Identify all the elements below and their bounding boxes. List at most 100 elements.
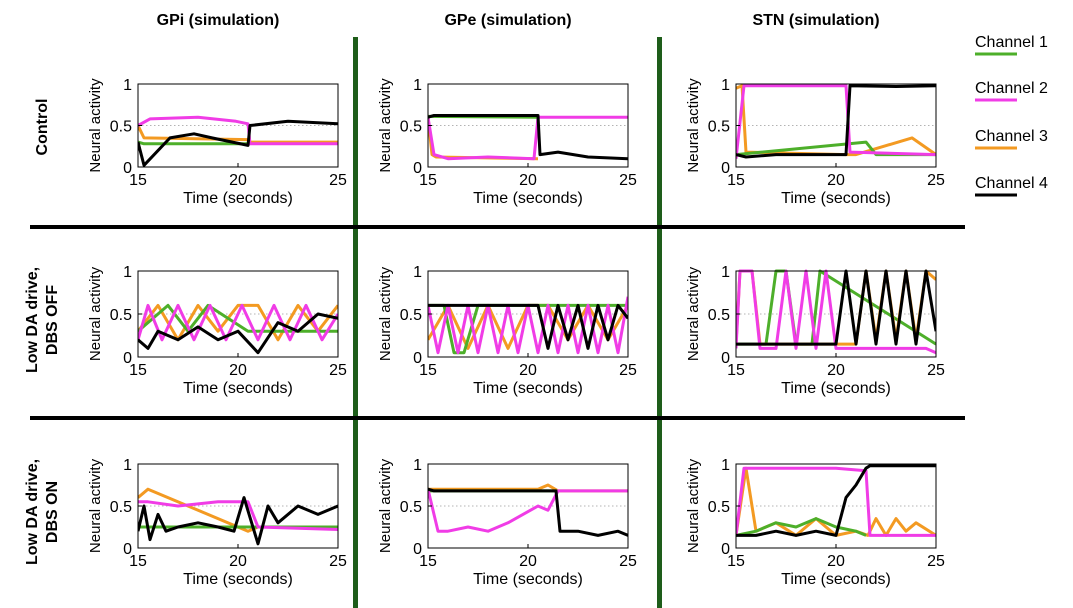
series-line (138, 496, 338, 546)
chart-panel: 0 0.5 1 15 20 25 Time (seconds) Neural activity (87, 457, 347, 588)
panel-separators (30, 37, 965, 608)
y-tick-label: 1 (721, 264, 730, 281)
legend-label: Channel 2 (975, 80, 1048, 97)
series-group (138, 303, 338, 355)
x-axis-label: Time (seconds) (473, 190, 583, 207)
x-axis-label: Time (seconds) (781, 190, 891, 207)
x-tick-label: 15 (129, 362, 147, 379)
y-tick-label: 0.5 (708, 119, 730, 136)
x-tick-label: 20 (519, 362, 537, 379)
y-tick-label: 0.5 (708, 499, 730, 516)
row-label: Low DA drive, DBS ON (24, 459, 61, 565)
x-tick-label: 20 (827, 553, 845, 570)
y-tick-label: 0 (123, 350, 132, 367)
y-tick-label: 0 (413, 160, 422, 177)
series-group (428, 296, 628, 355)
y-axis-label: Neural activity (685, 78, 702, 173)
x-axis-label: Time (seconds) (473, 571, 583, 588)
legend-entry: Channel 1 (975, 34, 1048, 56)
x-axis-label: Time (seconds) (781, 380, 891, 397)
x-tick-label: 20 (229, 172, 247, 189)
legend: Channel 1 Channel 2 Channel 3 Channel 4 (975, 34, 1048, 197)
series-group (428, 114, 628, 161)
series-line (428, 115, 628, 161)
series-line (736, 269, 936, 346)
series-line (736, 269, 936, 355)
series-line (138, 115, 338, 146)
x-tick-label: 20 (229, 553, 247, 570)
x-tick-label: 25 (619, 553, 637, 570)
y-tick-label: 1 (123, 457, 132, 474)
x-tick-label: 15 (419, 172, 437, 189)
series-group (736, 84, 936, 159)
x-tick-label: 25 (927, 172, 945, 189)
y-axis-label: Neural activity (685, 266, 702, 361)
y-tick-label: 1 (123, 264, 132, 281)
series-line (428, 114, 628, 161)
series-line (736, 466, 936, 537)
legend-entry: Channel 2 (975, 80, 1048, 102)
x-tick-label: 25 (927, 553, 945, 570)
series-group (428, 483, 628, 537)
series-line (428, 117, 539, 161)
chart-panel: 0 0.5 1 15 20 25 Time (seconds) Neural activity (87, 77, 347, 207)
series-group (138, 487, 338, 546)
series-group (736, 269, 936, 355)
x-tick-label: 15 (727, 553, 745, 570)
y-axis-label: Neural activity (377, 266, 394, 361)
column-header: GPi (simulation) (157, 12, 280, 29)
chart-panel: 0 0.5 1 15 20 25 Time (seconds) Neural activity (377, 457, 637, 588)
x-axis-label: Time (seconds) (183, 571, 293, 588)
y-tick-label: 0.5 (110, 119, 132, 136)
row-separator (30, 225, 965, 229)
y-tick-label: 0 (123, 160, 132, 177)
x-tick-label: 25 (329, 553, 347, 570)
y-axis-label: Neural activity (87, 78, 104, 173)
x-tick-label: 15 (727, 362, 745, 379)
x-tick-label: 15 (129, 172, 147, 189)
series-line (736, 466, 936, 537)
row-label-line: Control (34, 99, 51, 156)
legend-entry: Channel 3 (975, 128, 1048, 150)
y-axis-label: Neural activity (87, 458, 104, 553)
chart-panel: 0 0.5 1 15 20 25 Time (seconds) Neural activity (377, 264, 637, 397)
x-tick-label: 25 (329, 172, 347, 189)
y-tick-label: 0 (721, 541, 730, 558)
y-tick-label: 0 (413, 541, 422, 558)
row-label-line: DBS ON (44, 481, 61, 543)
series-line (428, 488, 628, 533)
column-header: GPe (simulation) (444, 12, 571, 29)
y-axis-label: Neural activity (377, 458, 394, 553)
y-tick-label: 1 (413, 457, 422, 474)
x-axis-label: Time (seconds) (473, 380, 583, 397)
chart-panel: 0 0.5 1 15 20 25 Time (seconds) Neural activity (685, 264, 945, 397)
legend-label: Channel 3 (975, 128, 1048, 145)
x-axis-label: Time (seconds) (183, 380, 293, 397)
series-line (736, 464, 936, 537)
y-tick-label: 1 (123, 77, 132, 94)
row-label: Control (34, 99, 51, 156)
row-label: Low DA drive, DBS OFF (24, 267, 61, 373)
y-tick-label: 0.5 (400, 307, 422, 324)
x-tick-label: 20 (229, 362, 247, 379)
x-tick-label: 25 (619, 362, 637, 379)
series-line (428, 303, 628, 350)
x-tick-label: 25 (927, 362, 945, 379)
chart-panel: 0 0.5 1 15 20 25 Time (seconds) Neural activity (87, 264, 347, 397)
legend-entry: Channel 4 (975, 175, 1048, 197)
x-tick-label: 25 (619, 172, 637, 189)
series-line (428, 487, 628, 537)
y-tick-label: 1 (413, 77, 422, 94)
row-label-line: Low DA drive, (24, 267, 41, 373)
y-tick-label: 0 (413, 350, 422, 367)
y-tick-label: 0 (123, 541, 132, 558)
y-tick-label: 1 (721, 457, 730, 474)
x-axis-label: Time (seconds) (183, 190, 293, 207)
series-line (138, 119, 338, 167)
y-axis-label: Neural activity (377, 78, 394, 173)
y-tick-label: 1 (721, 77, 730, 94)
chart-panel: 0 0.5 1 15 20 25 Time (seconds) Neural activity (685, 457, 945, 588)
series-line (138, 140, 248, 146)
